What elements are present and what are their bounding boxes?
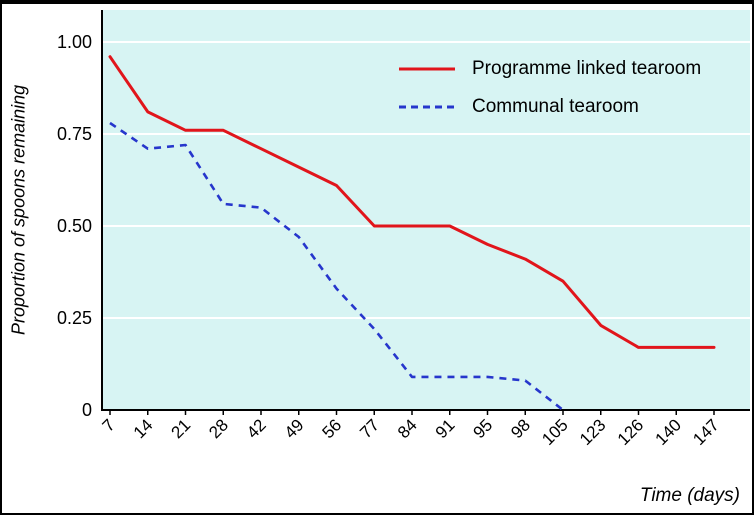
x-tick-label: 14 bbox=[130, 415, 157, 442]
x-tick-label: 105 bbox=[538, 415, 571, 448]
x-tick-label: 56 bbox=[319, 415, 346, 442]
y-axis-title: Proportion of spoons remaining bbox=[8, 84, 29, 336]
x-tick-label: 7 bbox=[99, 415, 119, 435]
legend-line-dashed-sample bbox=[399, 105, 455, 109]
x-tick-label: 98 bbox=[507, 415, 534, 442]
x-tick-label: 28 bbox=[205, 415, 232, 442]
y-tick-label: 0 bbox=[82, 400, 92, 420]
x-tick-label: 147 bbox=[689, 415, 722, 448]
x-tick-label: 84 bbox=[394, 415, 421, 442]
x-tick-label: 140 bbox=[652, 415, 685, 448]
legend-line-solid-sample bbox=[399, 67, 455, 71]
x-tick-label: 42 bbox=[243, 415, 270, 442]
y-tick-label: 0.50 bbox=[57, 216, 92, 236]
x-tick-label: 95 bbox=[470, 415, 497, 442]
x-tick-label: 126 bbox=[614, 415, 647, 448]
legend-item-communal: Communal tearoom bbox=[398, 92, 701, 122]
plot-area: 1.00 0.75 0.50 0.25 07 14 21 28 42 49 56 77 84 91 95 98… bbox=[57, 10, 750, 449]
legend: Programme linked tearoom Communal tearoo… bbox=[398, 54, 701, 122]
series-line-0 bbox=[108, 55, 716, 349]
x-tick-label: 123 bbox=[576, 415, 609, 448]
y-tick-label: 1.00 bbox=[57, 32, 92, 52]
y-tick-label: 0.75 bbox=[57, 124, 92, 144]
x-tick-label: 21 bbox=[168, 415, 195, 442]
legend-item-programme: Programme linked tearoom bbox=[398, 54, 701, 84]
legend-label-communal: Communal tearoom bbox=[472, 96, 639, 117]
x-tick-label: 49 bbox=[281, 415, 308, 442]
x-axis-title: Time (days) bbox=[639, 485, 740, 506]
x-tick-label: 91 bbox=[432, 415, 459, 442]
legend-label-programme: Programme linked tearoom bbox=[472, 58, 702, 79]
plot-background bbox=[102, 10, 750, 410]
y-tick-label: 0.25 bbox=[57, 308, 92, 328]
x-tick-label: 77 bbox=[356, 415, 383, 442]
series-line-1 bbox=[109, 121, 564, 412]
